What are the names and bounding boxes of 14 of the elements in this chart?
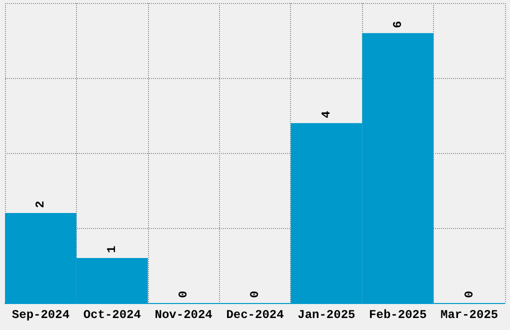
- data-label: 6: [390, 20, 405, 28]
- x-tick-label: Dec-2024: [226, 308, 284, 322]
- x-tick-label: Nov-2024: [154, 308, 212, 322]
- x-tick-label: Jan-2025: [298, 308, 356, 322]
- x-tick-label: Oct-2024: [83, 308, 141, 322]
- data-label: 0: [176, 290, 191, 298]
- data-label: 0: [462, 290, 476, 298]
- data-label: 0: [248, 290, 262, 298]
- data-label: 4: [319, 110, 334, 118]
- data-label: 1: [105, 246, 120, 254]
- x-tick-label: Mar-2025: [440, 308, 498, 322]
- data-label: 2: [34, 200, 48, 208]
- x-tick-label: Feb-2025: [369, 308, 427, 322]
- x-tick-label: Sep-2024: [12, 308, 70, 322]
